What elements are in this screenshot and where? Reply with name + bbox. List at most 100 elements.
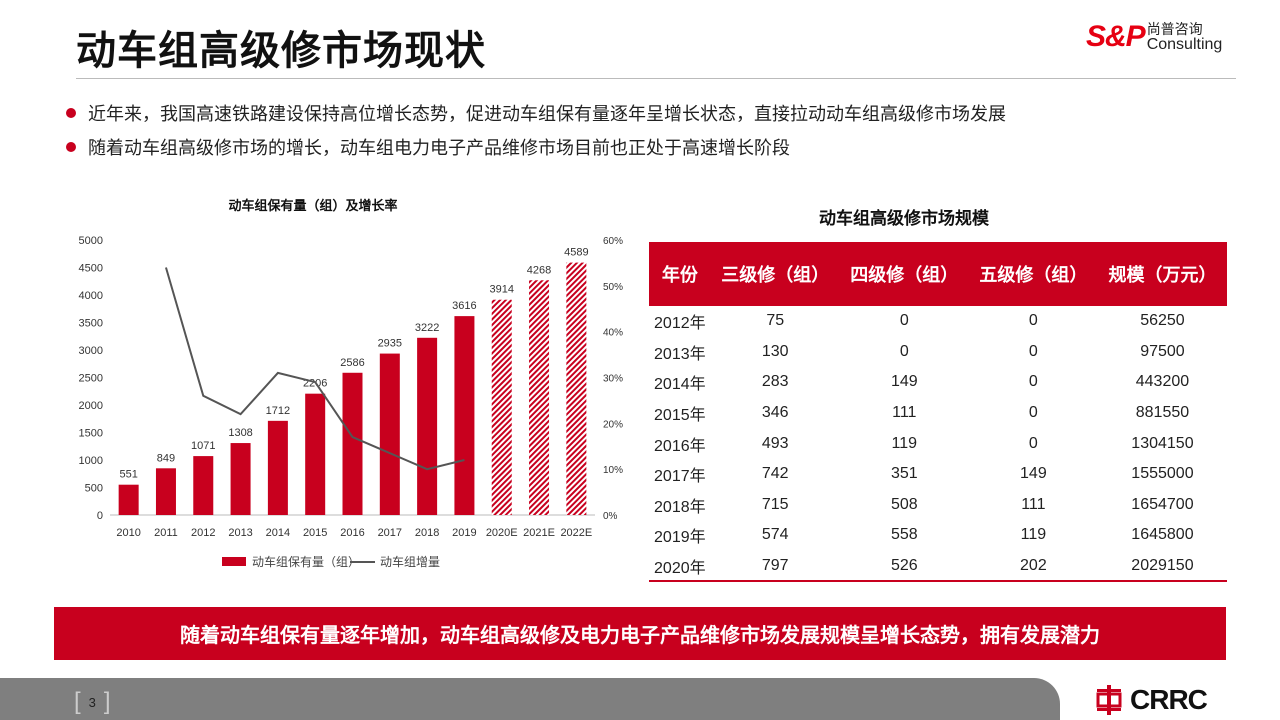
table-cell: 715 (761, 495, 789, 513)
bar-value-label: 4268 (527, 264, 551, 276)
table-cell: 0 (1028, 342, 1038, 360)
bar (267, 420, 288, 515)
table-cell: 0 (1028, 434, 1038, 452)
table-row: 2014年 283 149 0 443200 (649, 367, 1227, 398)
page-number-text: 3 (88, 694, 96, 710)
table-cell: 0 (899, 342, 909, 360)
x-tick-label: 2011 (154, 527, 178, 539)
bar (118, 484, 139, 515)
y-tick-label: 2000 (79, 400, 103, 412)
footer-bar (0, 678, 1060, 720)
y2-tick-label: 40% (603, 328, 623, 339)
table-row: 2013年 130 0 0 97500 (649, 337, 1227, 368)
crrc-emblem-icon (1096, 685, 1122, 715)
table-cell: 1304150 (1131, 434, 1194, 452)
bar-value-label: 551 (119, 469, 137, 481)
x-tick-label: 2021E (523, 527, 555, 539)
bullet-item: 近年来，我国高速铁路建设保持高位增长态势，促进动车组保有量逐年呈增长状态，直接拉… (66, 96, 1006, 130)
table-cell: 346 (761, 404, 789, 422)
legend-bar-label: 动车组保有量（组） (252, 554, 360, 569)
table-cell: 2013年 (654, 345, 706, 363)
table-cell: 558 (890, 526, 918, 544)
table-cell: 526 (839, 550, 969, 583)
title-divider (76, 78, 1236, 79)
y-tick-label: 4000 (79, 290, 103, 302)
crrc-logo: CRRC (1094, 684, 1208, 716)
logo-cn: 尚普咨询 (1146, 21, 1203, 37)
table-cell: 881550 (1135, 404, 1190, 422)
table-cell: 75 (766, 312, 785, 330)
x-tick-label: 2017 (378, 527, 402, 539)
y2-tick-label: 60% (603, 236, 623, 247)
y-tick-label: 1500 (79, 428, 103, 440)
legend-bar-swatch (222, 557, 246, 566)
table-cell: 0 (899, 312, 909, 330)
bullet-dot-icon (66, 108, 76, 118)
y-tick-label: 3000 (79, 345, 103, 357)
x-tick-label: 2012 (191, 527, 215, 539)
bar (155, 468, 176, 515)
bar (529, 280, 550, 515)
table-cell: 130 (761, 342, 789, 360)
y-tick-label: 500 (85, 483, 103, 495)
fleet-chart: 动车组保有量（组）及增长率 0 500 1000 1500 2000 2500 3000 35… (79, 198, 624, 569)
y2-tick-label: 0% (603, 511, 618, 522)
crrc-text: CRRC (1130, 684, 1208, 715)
bar-value-label: 1071 (191, 440, 215, 452)
bar (230, 443, 251, 515)
table-title: 动车组高级修市场规模 (819, 209, 989, 228)
table-cell: 56250 (1140, 312, 1185, 330)
table-cell: 0 (1028, 312, 1038, 330)
bar (379, 353, 400, 515)
table-row: 2012年 75 0 0 56250 (649, 306, 1227, 337)
bar (305, 393, 326, 515)
table-cell: 508 (890, 495, 918, 513)
table-row: 2017年 742 351 149 1555000 (649, 459, 1227, 490)
bar (491, 299, 512, 515)
bullet-text: 随着动车组高级修市场的增长，动车组电力电子产品维修市场目前也正处于高速增长阶段 (88, 138, 790, 158)
column-header: 规模（万元） (1097, 242, 1227, 306)
table-cell: 1645800 (1131, 526, 1194, 544)
table-header: 年份 三级修（组） 四级修（组） 五级修（组） 规模（万元） (649, 242, 1227, 306)
table-row: 2020年 797 526 202 2029150 (649, 550, 1227, 583)
bar (193, 456, 214, 515)
conclusion-banner: 随着动车组保有量逐年增加，动车组高级修及电力电子产品维修市场发展规模呈增长态势，… (54, 607, 1226, 660)
y2-tick-label: 10% (603, 465, 623, 476)
bullet-list: 近年来，我国高速铁路建设保持高位增长态势，促进动车组保有量逐年呈增长状态，直接拉… (66, 96, 1006, 164)
x-tick-label: 2022E (560, 527, 592, 539)
table-cell: 351 (890, 465, 918, 483)
table-cell: 742 (761, 465, 789, 483)
table-row: 2015年 346 111 0 881550 (649, 398, 1227, 429)
table-cell: 2012年 (654, 315, 706, 333)
table-cell: 119 (1020, 526, 1047, 544)
y-tick-label: 0 (97, 510, 103, 522)
bar-value-label: 849 (157, 452, 175, 464)
table-cell: 97500 (1140, 342, 1185, 360)
table-cell: 443200 (1135, 373, 1190, 391)
bar (454, 316, 475, 515)
logo-en: Consulting (1146, 36, 1223, 53)
table-cell: 1654700 (1131, 495, 1194, 513)
column-header: 年份 (649, 242, 711, 306)
bar-value-label: 3914 (489, 284, 513, 296)
bullet-text: 近年来，我国高速铁路建设保持高位增长态势，促进动车组保有量逐年呈增长状态，直接拉… (88, 104, 1006, 124)
x-tick-label: 2015 (303, 527, 327, 539)
y-tick-label: 4500 (79, 263, 103, 275)
table-cell: 283 (761, 373, 789, 391)
y-tick-label: 1000 (79, 455, 103, 467)
table-cell: 2018年 (654, 498, 706, 516)
y-tick-label: 5000 (79, 235, 103, 247)
table-cell: 111 (1021, 495, 1046, 513)
x-tick-label: 2014 (266, 527, 290, 539)
table-row: 2019年 574 558 119 1645800 (649, 520, 1227, 551)
bar-value-label: 3616 (452, 300, 476, 312)
bar-value-label: 2586 (340, 357, 364, 369)
table-cell: 2015年 (654, 407, 706, 425)
bar-value-label: 1308 (228, 427, 252, 439)
table-cell: 574 (761, 526, 789, 544)
table-cell: 0 (1028, 373, 1038, 391)
column-header: 四级修（组） (839, 242, 969, 306)
growth-line (165, 267, 465, 471)
x-tick-label: 2013 (228, 527, 252, 539)
table-cell: 0 (1028, 404, 1038, 422)
